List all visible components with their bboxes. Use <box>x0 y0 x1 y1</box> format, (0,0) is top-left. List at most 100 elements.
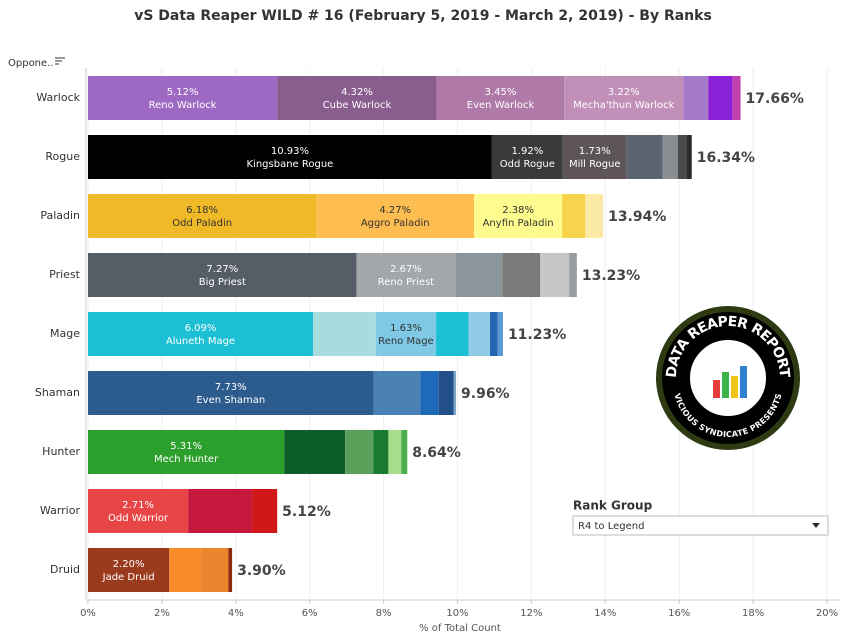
x-tick-label: 10% <box>446 608 468 619</box>
segment-value-label: 1.73% <box>579 146 611 157</box>
bar-segment <box>388 430 402 474</box>
bar-segment <box>662 135 678 179</box>
segment-value-label: 7.73% <box>215 382 247 393</box>
x-tick-label: 20% <box>816 608 838 619</box>
bar-segment <box>420 371 439 415</box>
total-label: 8.64% <box>412 445 461 461</box>
row-header[interactable]: Oppone.. <box>8 58 54 69</box>
y-tick-label: Rogue <box>45 150 80 163</box>
bar-segment <box>564 76 684 120</box>
x-tick-label: 12% <box>520 608 542 619</box>
segment-name-label: Mill Rogue <box>569 159 621 170</box>
total-label: 3.90% <box>237 563 286 579</box>
bar-segment <box>375 312 437 356</box>
bar-segment <box>252 489 278 533</box>
segment-name-label: Odd Rogue <box>500 159 555 170</box>
segment-value-label: 5.31% <box>170 441 202 452</box>
bar-segment <box>683 76 709 120</box>
total-label: 13.23% <box>582 268 640 284</box>
segment-value-label: 1.92% <box>511 146 543 157</box>
bar-segment <box>677 135 687 179</box>
plot-area: 0% 2% 4% 6% 8% 10% 12% 14% 16% 18% 20% Warlock 5.12%… <box>35 68 838 619</box>
bar-segment <box>88 253 357 297</box>
bar-segment <box>436 76 565 120</box>
bar-segment <box>88 194 317 238</box>
segment-name-label: Kingsbane Rogue <box>247 159 334 170</box>
bar-segment <box>88 76 278 120</box>
bar-segment <box>88 489 189 533</box>
segment-name-label: Reno Priest <box>378 277 434 288</box>
bar-segment <box>438 371 454 415</box>
bar-segment <box>686 135 692 179</box>
logo: DATA REAPER REPORT VICIOUS SYNDICATE PRE… <box>656 306 800 450</box>
segment-name-label: Even Shaman <box>196 395 265 406</box>
bar-segment <box>474 194 563 238</box>
bar-segment <box>228 548 233 592</box>
bar-segment <box>497 312 503 356</box>
x-tick-label: 6% <box>302 608 318 619</box>
bar-segment <box>540 253 570 297</box>
bar-segment <box>453 371 457 415</box>
bar-segment <box>284 430 346 474</box>
segment-name-label: Aluneth Mage <box>166 336 235 347</box>
chart-title: vS Data Reaper WILD # 16 (February 5, 20… <box>134 8 712 24</box>
total-label: 17.66% <box>746 91 804 107</box>
logo-bar <box>722 372 729 398</box>
segment-value-label: 3.45% <box>485 87 517 98</box>
total-label: 5.12% <box>282 504 331 520</box>
segment-name-label: Even Warlock <box>467 100 535 111</box>
bar-segment <box>345 430 374 474</box>
bar-segment <box>88 135 492 179</box>
y-tick-label: Warlock <box>36 91 80 104</box>
filter-dropdown[interactable] <box>572 515 829 536</box>
total-label: 9.96% <box>461 386 510 402</box>
y-tick-label: Paladin <box>40 209 80 222</box>
x-tick-label: 18% <box>742 608 764 619</box>
bar-segment <box>708 76 733 120</box>
bar-segment <box>569 253 577 297</box>
y-tick-label: Hunter <box>42 445 80 458</box>
x-tick-label: 0% <box>80 608 96 619</box>
logo-bar <box>740 366 747 398</box>
segment-value-label: 6.18% <box>186 205 218 216</box>
segment-name-label: Reno Mage <box>378 336 434 347</box>
bar-segment <box>468 312 491 356</box>
segment-value-label: 10.93% <box>271 146 309 157</box>
bar-segment <box>88 548 170 592</box>
bar-segment <box>732 76 741 120</box>
x-tick-label: 16% <box>668 608 690 619</box>
bar-segment <box>373 371 421 415</box>
total-label: 13.94% <box>608 209 666 225</box>
bar-segment <box>491 135 563 179</box>
segment-value-label: 1.63% <box>390 323 422 334</box>
bar-segment <box>490 312 498 356</box>
y-tick-label: Warrior <box>40 504 81 517</box>
segment-name-label: Odd Warrior <box>108 513 169 524</box>
bar-segment <box>562 135 627 179</box>
sort-icon[interactable] <box>55 57 65 65</box>
bar-segment <box>562 194 586 238</box>
segment-name-label: Big Priest <box>199 277 246 288</box>
bar-segment <box>401 430 408 474</box>
segment-value-label: 2.71% <box>122 500 154 511</box>
x-tick-label: 2% <box>154 608 170 619</box>
bar-segment <box>88 430 285 474</box>
bar-segment <box>585 194 604 238</box>
segment-value-label: 4.27% <box>379 205 411 216</box>
logo-bar <box>731 376 738 398</box>
segment-value-label: 7.27% <box>206 264 238 275</box>
segment-value-label: 4.32% <box>341 87 373 98</box>
x-axis-label: % of Total Count <box>419 623 501 634</box>
bar-segment <box>356 253 456 297</box>
segment-name-label: Anyfin Paladin <box>483 218 554 229</box>
bar-segment <box>277 76 437 120</box>
filter-value[interactable]: R4 to Legend <box>578 521 644 532</box>
total-label: 11.23% <box>508 327 566 343</box>
segment-name-label: Cube Warlock <box>323 100 392 111</box>
segment-value-label: 5.12% <box>167 87 199 98</box>
total-label: 16.34% <box>697 150 755 166</box>
dropdown-arrow[interactable] <box>812 523 820 528</box>
segment-value-label: 2.67% <box>390 264 422 275</box>
